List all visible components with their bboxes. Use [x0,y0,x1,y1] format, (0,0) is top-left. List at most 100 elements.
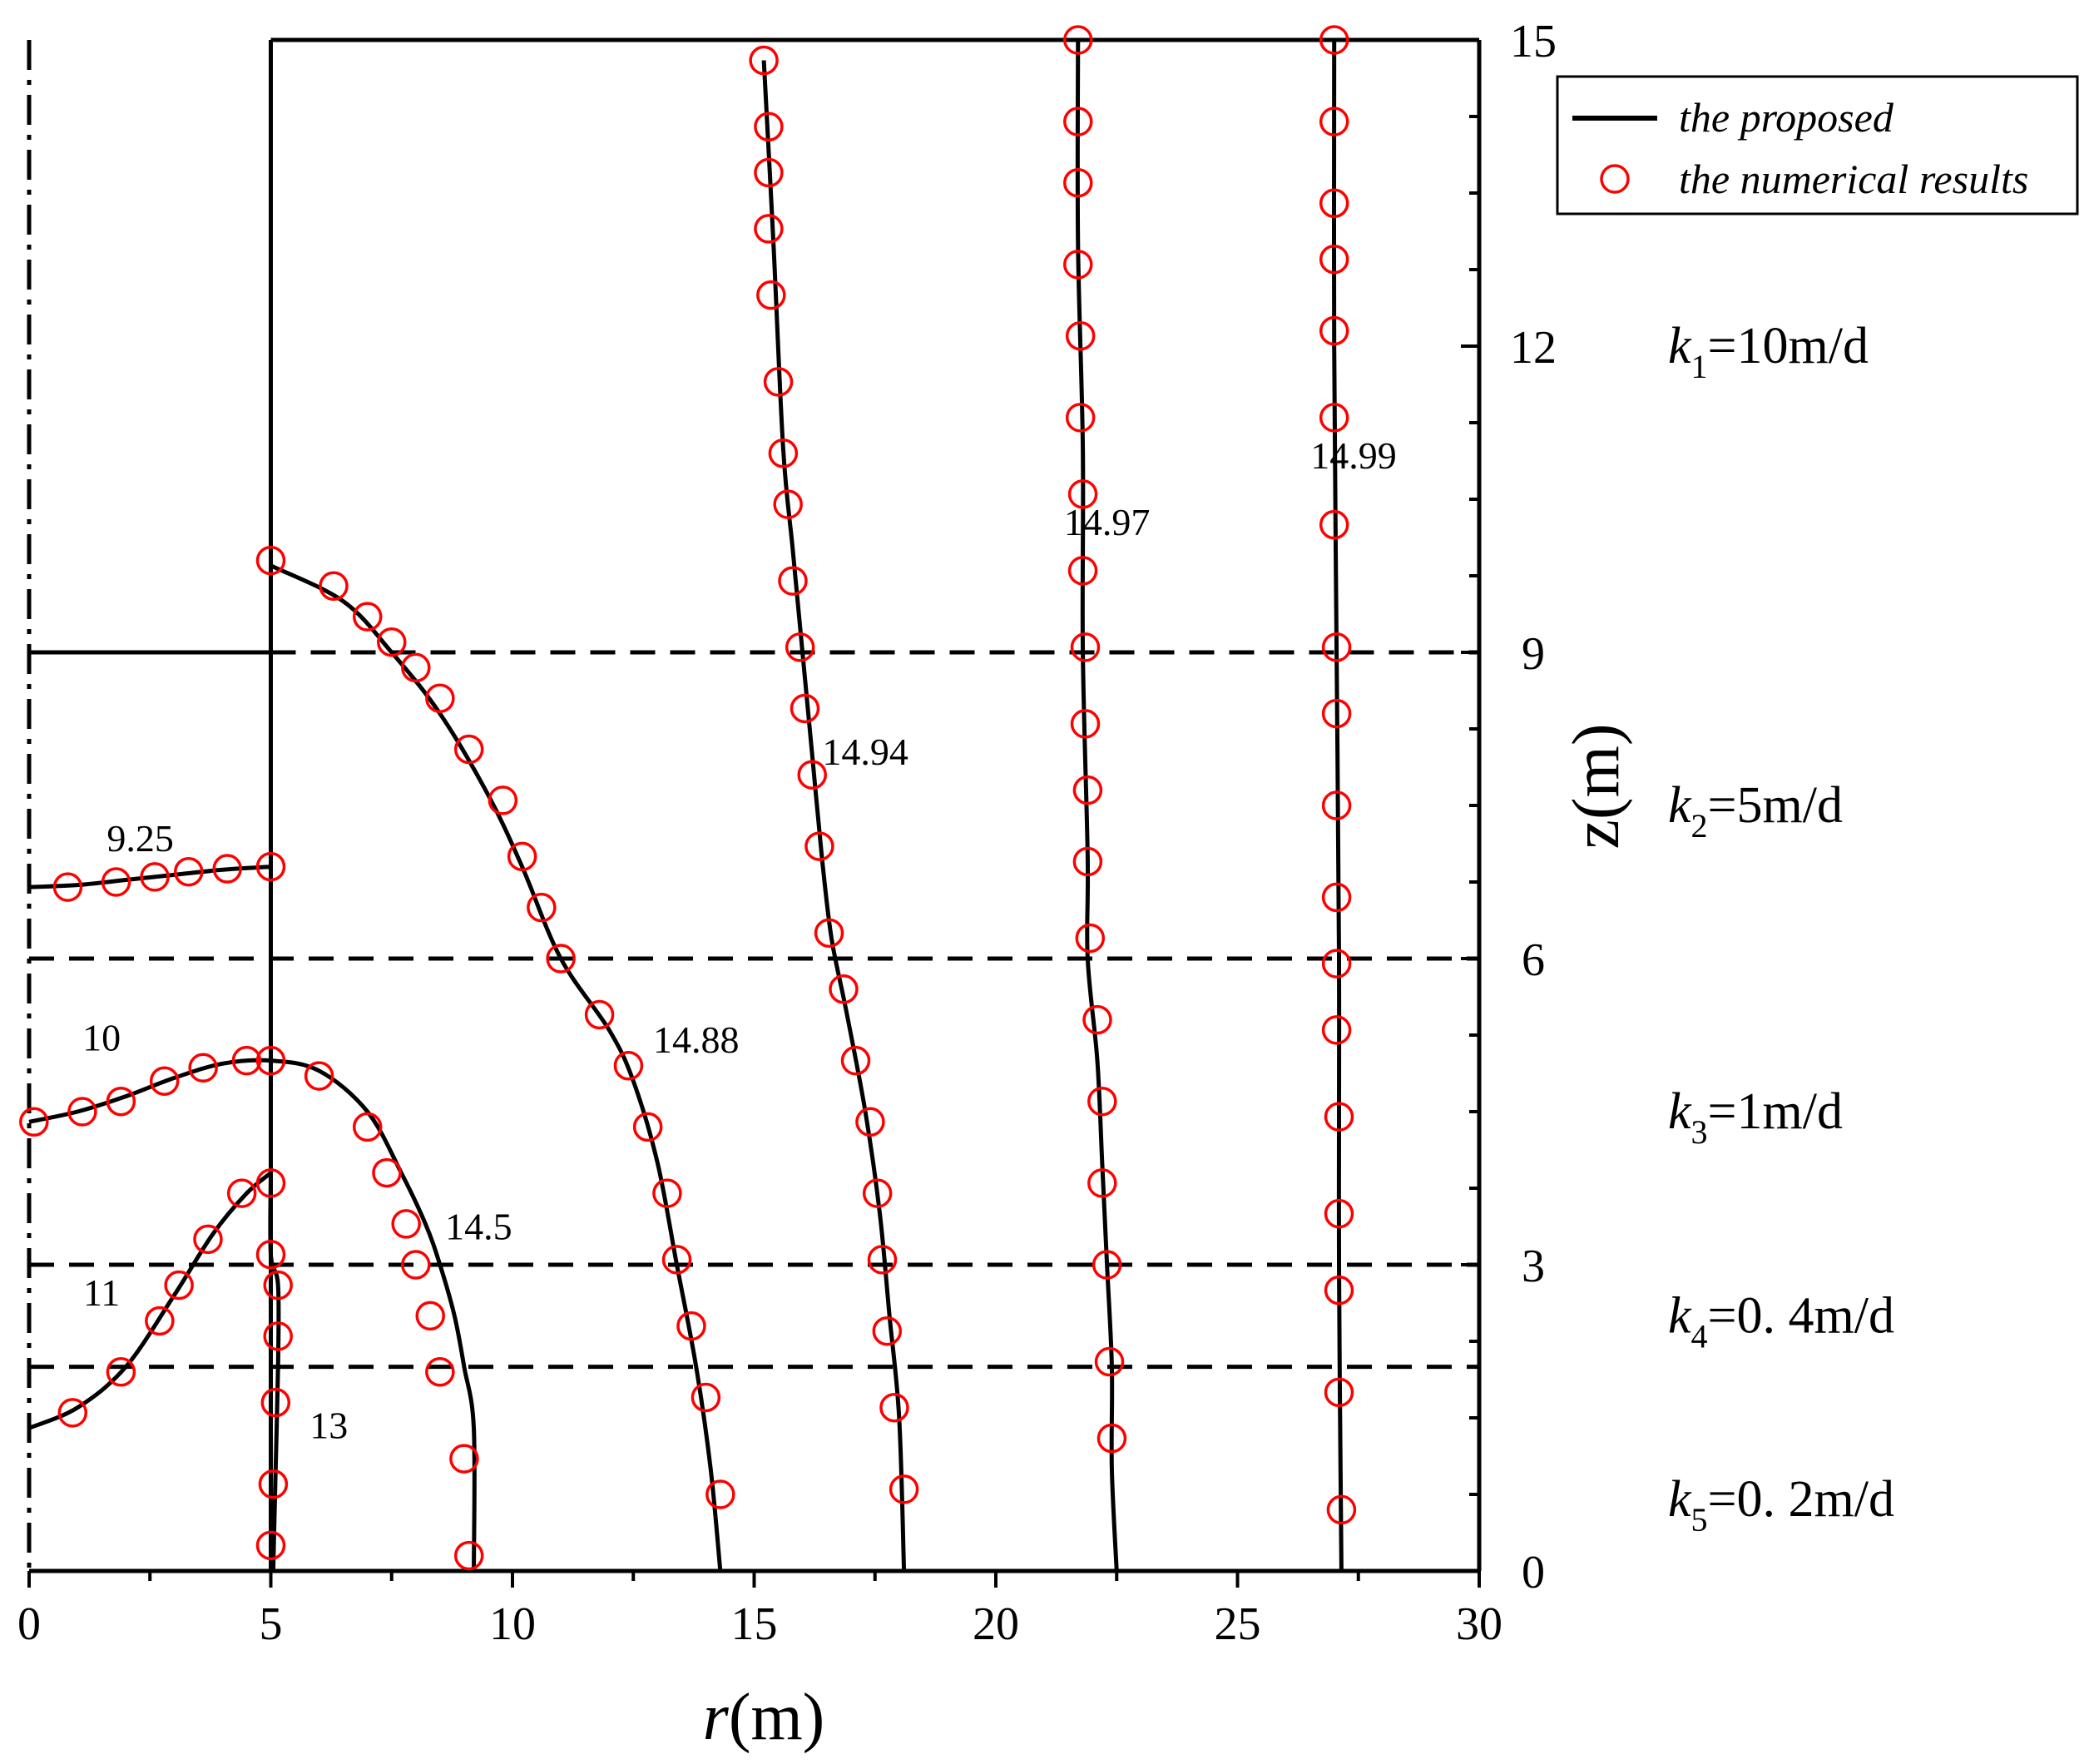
numerical-point-14_94 [1075,923,1106,954]
numerical-point-14_97 [1319,315,1349,346]
numerical-point-14_94 [1063,25,1093,55]
contour-line-14_88 [761,60,907,1572]
x-tick-label-15: 15 [731,1598,778,1650]
numerical-point-14_88 [797,760,827,790]
numerical-point-9_25 [52,872,83,902]
numerical-point-14_88 [855,1107,885,1137]
numerical-point-9_25 [101,867,131,897]
x-tick-label-10: 10 [489,1598,536,1650]
numerical-point-14_5 [377,627,407,657]
numerical-point-14_88 [862,1178,893,1208]
numerical-point-14_88 [790,693,820,724]
numerical-point-14_94 [1063,250,1093,280]
numerical-point-14_97 [1324,1275,1354,1306]
contour-label-11: 11 [83,1271,120,1314]
contour-label-9_25: 9.25 [106,817,174,860]
numerical-point-14_88 [840,1045,871,1076]
x-tick-label-30: 30 [1456,1598,1502,1650]
numerical-point-14_94 [1063,107,1093,136]
y-tick-label-12: 12 [1510,322,1557,374]
legend-line-label: the proposed [1679,94,1894,141]
numerical-point-14_97 [1321,632,1352,662]
numerical-point-14_94 [1087,1086,1117,1117]
numerical-point-14_88 [754,214,784,244]
contour-line-11 [28,1171,273,1430]
numerical-point-14_97 [1324,1102,1354,1132]
numerical-point-10 [149,1066,180,1096]
numerical-point-14_5 [352,602,383,632]
contour-line-14_94 [1075,39,1119,1572]
numerical-point-14_5 [401,652,431,683]
numerical-point-10 [304,1061,334,1091]
numerical-point-14_88 [879,1392,909,1423]
numerical-point-9_25 [173,856,204,887]
numerical-point-14_94 [1072,775,1103,805]
numerical-point-14_5 [546,944,576,974]
numerical-point-10 [449,1444,479,1474]
numerical-point-14_97 [1319,25,1349,55]
numerical-point-14_97 [1321,790,1352,820]
legend-marker-swatch [1600,164,1630,194]
numerical-point-14_5 [613,1051,644,1081]
numerical-point-13 [255,1530,286,1561]
y-tick-label-3: 3 [1522,1241,1545,1292]
numerical-point-11 [255,1168,286,1198]
numerical-point-13 [255,1239,286,1270]
numerical-point-10 [19,1107,49,1137]
numerical-point-14_5 [255,545,286,576]
numerical-point-14_5 [661,1245,692,1275]
axes: 0 5 10 15 20 25 30 0 3 6 9 12 15 [17,16,1557,1650]
numerical-point-14_88 [773,489,803,519]
numerical-point-14_88 [872,1316,903,1346]
contour-label-14_97: 14.97 [1064,501,1151,543]
x-axis-label: r(m) [703,1681,825,1754]
numerical-point-14_94 [1082,1004,1112,1035]
numerical-point-14_88 [814,918,844,949]
numerical-point-14_97 [1326,1494,1357,1525]
contour-line-10 [28,1058,477,1572]
contour-label-14_88: 14.88 [653,1018,740,1061]
numerical-point-14_94 [1067,479,1098,509]
numerical-point-14_94 [1097,1423,1127,1454]
numerical-point-11 [57,1398,88,1428]
legend-box [1556,75,2079,216]
numerical-point-13 [260,1387,291,1418]
contour-label-10: 10 [82,1016,121,1058]
numerical-point-14_94 [1092,1250,1122,1280]
numerical-point-10 [231,1045,262,1076]
numerical-point-10 [67,1097,97,1127]
numerical-point-14_5 [705,1479,735,1509]
numerical-point-13 [258,1469,289,1499]
permeability-label-3: k3=1m/d [1668,1083,1843,1151]
numerical-point-14_94 [1070,632,1101,662]
numerical-point-14_88 [754,157,784,188]
numerical-point-14_5 [632,1112,663,1142]
numerical-point-10 [106,1086,136,1117]
x-tick-label-20: 20 [973,1598,1019,1650]
numerical-point-13 [263,1321,293,1351]
numerical-point-14_88 [768,439,799,468]
numerical-point-14_88 [889,1474,919,1504]
numerical-point-13 [263,1270,293,1301]
y-axis-label: z(m) [1560,723,1633,849]
numerical-point-14_94 [1065,403,1096,433]
numerical-point-14_94 [1067,556,1098,586]
numerical-point-14_94 [1087,1168,1117,1198]
numerical-point-14_5 [584,999,615,1030]
numerical-point-14_88 [756,280,786,310]
numerical-point-14_94 [1063,167,1093,198]
numerical-point-14_5 [425,683,455,713]
numerical-point-14_5 [453,734,484,765]
numerical-point-11 [106,1357,136,1387]
numerical-point-14_97 [1321,949,1352,979]
numerical-point-14_97 [1321,1015,1352,1045]
numerical-point-10 [188,1053,218,1083]
numerical-point-14_94 [1065,320,1096,351]
numerical-point-14_88 [778,566,808,596]
numerical-point-14_97 [1319,509,1349,540]
x-tick-label-25: 25 [1215,1598,1261,1650]
numerical-point-10 [425,1357,455,1387]
numerical-point-14_5 [319,571,349,602]
numerical-point-14_94 [1072,846,1103,877]
permeability-label-2: k2=5m/d [1668,777,1843,845]
